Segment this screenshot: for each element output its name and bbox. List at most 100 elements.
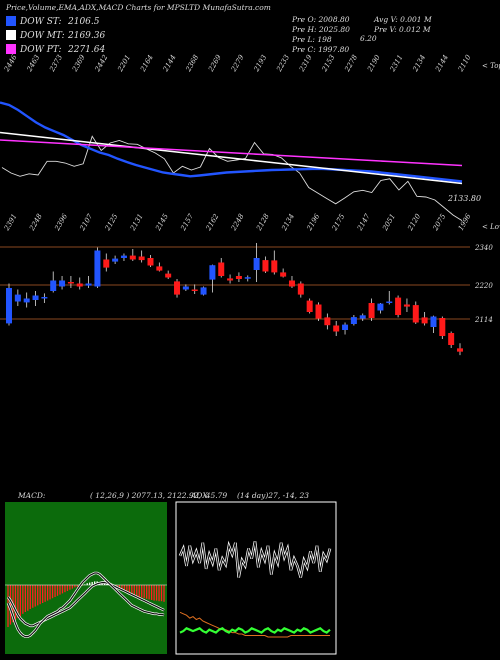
adx-plot <box>178 540 332 638</box>
candle-body <box>50 280 57 291</box>
candle-body <box>138 256 145 261</box>
candle-body <box>227 278 234 281</box>
candle-body <box>147 258 154 266</box>
ohlc-readout: Pre O: 2008.80 Pre H: 2025.80 Pre L: 198… <box>291 15 432 54</box>
candle-body <box>23 298 30 303</box>
candle-body <box>94 250 101 287</box>
dow-legend: DOW ST: 2106.5 DOW MT: 2169.36 DOW PT: 2… <box>6 16 105 55</box>
ema-top-value-19: 2144 <box>434 54 450 74</box>
candle-body <box>76 283 83 287</box>
candle-body <box>297 283 304 295</box>
plus-di-line <box>179 627 331 634</box>
macd-signal-line <box>7 581 165 627</box>
ema-top-value-labels: 2446 2463 2373 2369 2442 2201 2164 2144 2368 2269… <box>2 53 473 74</box>
candle-body <box>59 280 66 287</box>
dow-mt-value: 2169.36 <box>67 31 105 41</box>
ema-top-value-4: 2442 <box>93 53 110 74</box>
candle-body <box>85 283 92 286</box>
candle-body <box>103 259 110 268</box>
candle-body <box>333 325 340 332</box>
level-label-2340: 2340 <box>474 244 493 252</box>
candle-body <box>350 317 357 324</box>
candle-body <box>32 295 39 300</box>
ema-line-dow-st <box>0 101 463 183</box>
ema-top-value-18: 2134 <box>411 54 427 74</box>
candle-body <box>244 277 251 279</box>
ema-top-value-6: 2164 <box>139 54 155 74</box>
candle-body <box>200 287 207 295</box>
ema-top-value-1: 2463 <box>25 53 42 74</box>
candle-body <box>6 288 12 324</box>
ema-line-dow-pt <box>0 139 463 167</box>
candle-body <box>359 315 366 319</box>
minus-di-line <box>179 611 330 638</box>
candle-body <box>368 303 375 318</box>
dow-pt-value: 2271.64 <box>67 45 105 55</box>
candle-body <box>253 258 260 270</box>
candle-body <box>377 303 384 311</box>
candle-body <box>218 262 225 276</box>
ema-bottom-value-7: 2157 <box>179 212 196 233</box>
candle-body <box>280 272 287 277</box>
ema-bottom-value-15: 2051 <box>381 213 397 233</box>
ema-bottom-value-17: 2075 <box>431 212 448 233</box>
ema-bottom-value-3: 2107 <box>78 212 95 233</box>
ema-bottom-value-6: 2145 <box>154 212 171 233</box>
ema-top-value-17: 2311 <box>388 54 404 74</box>
ema-top-value-14: 2153 <box>320 53 337 74</box>
ema-bottom-value-11: 2134 <box>280 213 296 233</box>
adx-line <box>179 541 331 578</box>
dow-mt-swatch <box>6 30 16 40</box>
ema-top-value-15: 2278 <box>343 53 360 74</box>
candle-body <box>209 265 216 280</box>
ema-bottom-value-16: 2120 <box>406 212 423 233</box>
macd-plot <box>5 571 167 638</box>
ema-top-value-8: 2368 <box>184 53 201 74</box>
candle-body <box>439 318 446 336</box>
candle-body <box>271 260 278 273</box>
dow-st-label: DOW ST: <box>19 17 62 27</box>
candle-body <box>395 297 402 315</box>
ema-lines <box>0 101 463 221</box>
ema-bottom-value-1: 2248 <box>28 212 45 233</box>
last-price-label: 2133.80 <box>447 194 481 203</box>
candle-body <box>156 266 163 271</box>
macd-label: MACD: <box>17 491 46 500</box>
prev-low: Pre L: 198 <box>291 35 332 44</box>
candle-body <box>67 282 74 284</box>
macd-line <box>7 572 165 638</box>
candle-body <box>235 276 242 279</box>
ema-bottom-value-18: 1996 <box>457 212 473 232</box>
candle-body <box>165 273 172 278</box>
ema-bottom-value-0: 2391 <box>2 213 18 233</box>
close-price-line <box>1 135 463 221</box>
candle-body <box>342 324 349 330</box>
level-label-2114: 2114 <box>474 316 493 324</box>
adx-label: ADX <box>190 491 208 500</box>
candle-body <box>306 300 313 312</box>
candle-body <box>41 297 48 299</box>
topic-note: < Topic <box>482 62 500 70</box>
candle-body <box>14 294 21 302</box>
ema-top-value-3: 2369 <box>70 53 87 74</box>
prev-volume: Pre V: 0.012 M <box>373 25 431 34</box>
adx-params: (14 day)27, -14, 23 <box>237 491 309 500</box>
dow-st-swatch <box>6 16 16 26</box>
candle-body <box>191 289 198 291</box>
candle-body <box>448 333 455 345</box>
ema-bottom-value-4: 2125 <box>103 212 120 233</box>
ema-bottom-value-10: 2128 <box>255 212 272 233</box>
chart-title: Price,Volume,EMA,ADX,MACD Charts for MPS… <box>5 3 271 12</box>
candlesticks <box>6 243 463 356</box>
candle-body <box>120 255 127 258</box>
candle-body <box>386 301 393 303</box>
candle-body <box>288 280 295 287</box>
candle-body <box>182 286 189 290</box>
candle-body <box>129 255 136 260</box>
ema-top-value-12: 2233 <box>275 53 292 74</box>
dow-pt-label: DOW PT: <box>19 45 61 55</box>
candle-body <box>412 305 419 323</box>
ema-bottom-value-5: 2131 <box>128 213 144 233</box>
avg-volume: Avg V: 0.001 M <box>373 15 432 24</box>
